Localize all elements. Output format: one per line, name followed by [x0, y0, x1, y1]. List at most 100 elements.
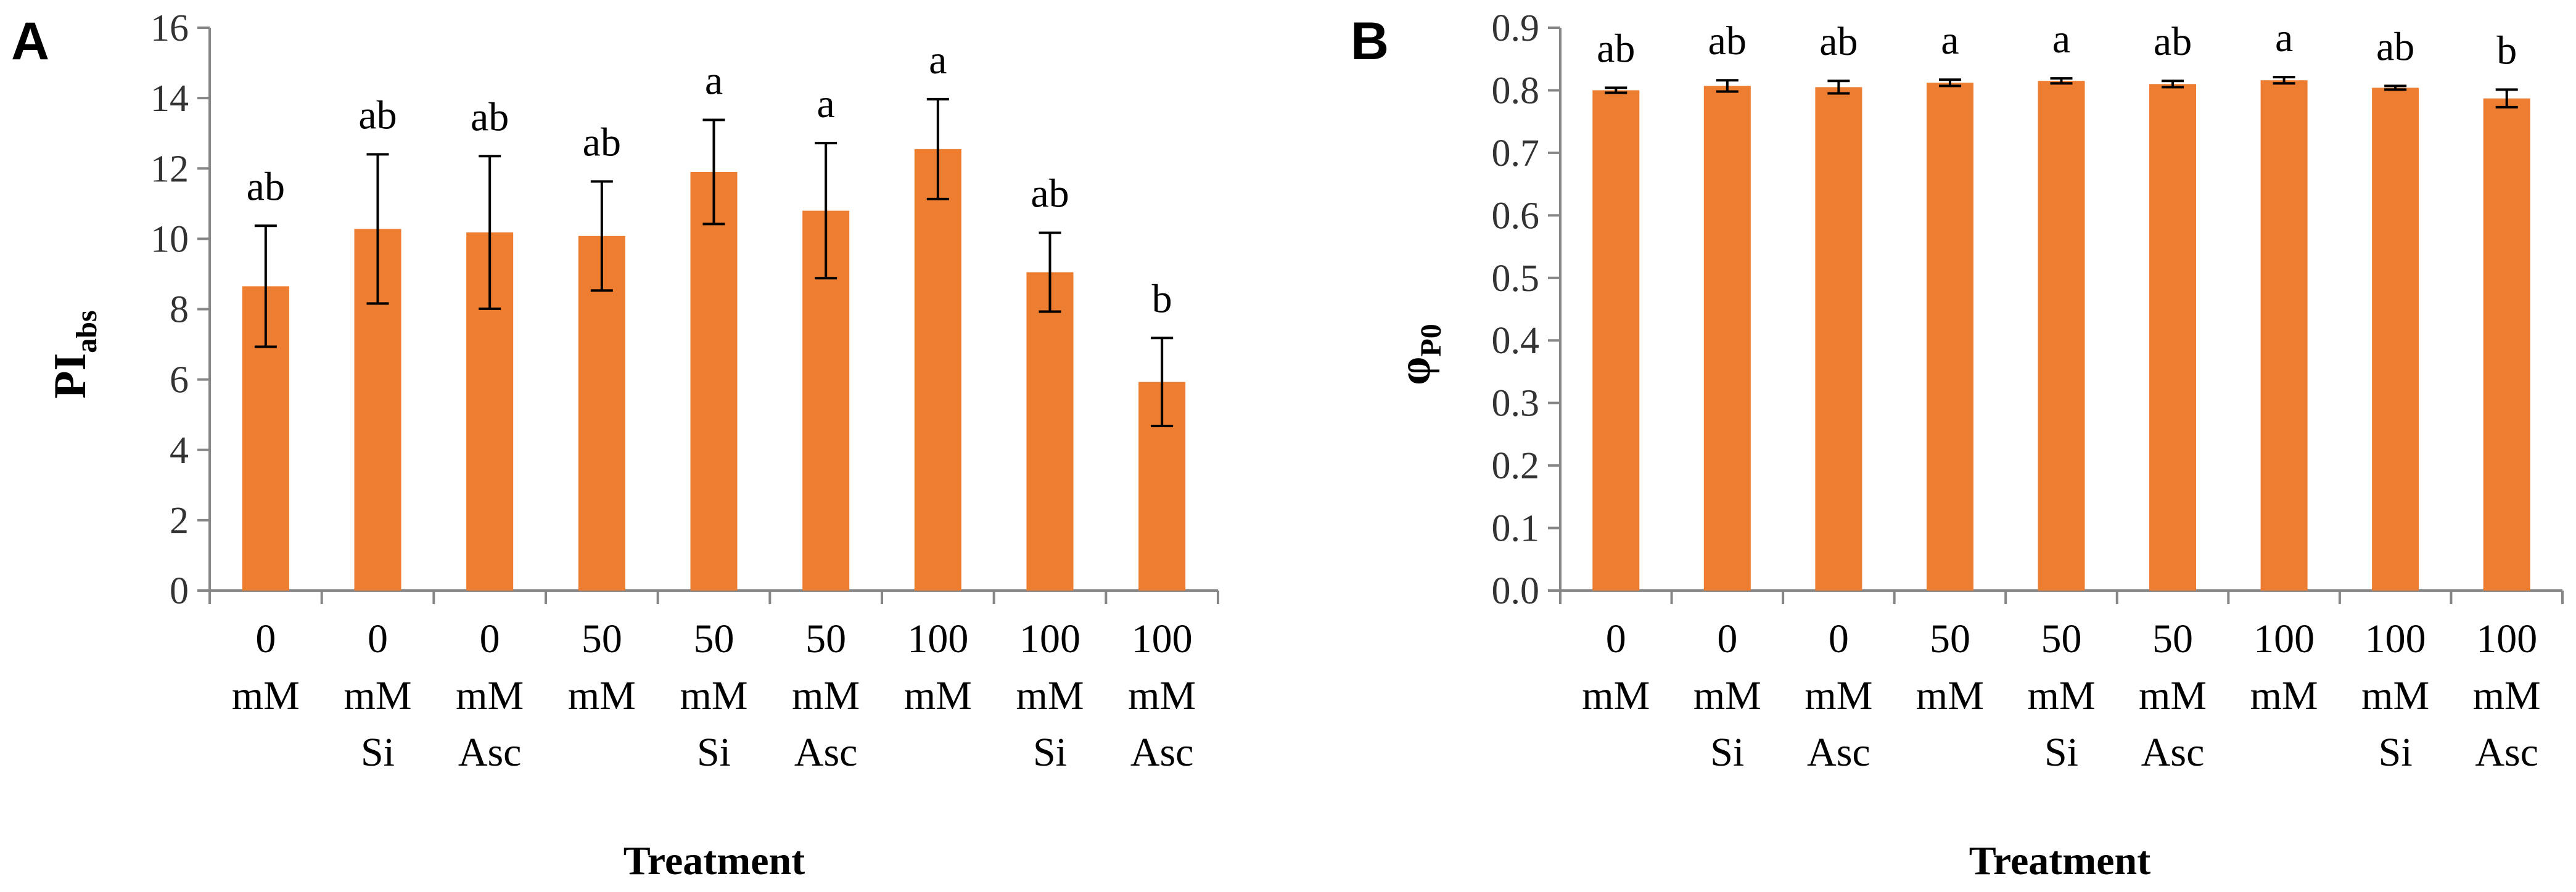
panel-b-y-tick-label: 0.3 [1492, 383, 1540, 425]
panel-a-category-label: 100 mM [904, 616, 972, 718]
panel-a-error-bar [254, 224, 277, 348]
panel-b-significance-label: ab [2154, 19, 2192, 64]
panel-b-error-bar [1716, 79, 1739, 93]
panel-b-error-bars [1605, 76, 2518, 108]
panel-a-error-bars [254, 97, 1174, 427]
panel-a-y-tick-label: 4 [170, 430, 189, 472]
panel-b-error-bar [2384, 84, 2407, 91]
panel-a-bar [914, 149, 961, 591]
panel-b-bar [1815, 87, 1862, 591]
panel-b-category-label: 100 mM [2250, 616, 2318, 718]
panel-a-category-label: 50 mM [568, 616, 636, 718]
panel-a-significance-labels: ab ab ab ab a a a ab b [247, 38, 1172, 321]
panel-a-error-bar [1039, 231, 1061, 313]
panel-b-category-label: 0 mM Asc [1804, 616, 1872, 775]
panel-b-bar [2483, 98, 2530, 591]
panel-b-ylabel-main: φ [1389, 357, 1440, 385]
panel-a-category-label: 0 mM Si [344, 616, 411, 775]
panel-a-y-tick-label: 12 [150, 148, 189, 190]
panel-a-category-labels: 0 mM 0 mM Si 0 mM Asc 50 mM 50 mM Si 50 mM Asc 100 mM 100 m… [232, 616, 1196, 775]
panel-b-significance-labels: ab ab ab a a ab a ab b [1597, 15, 2517, 73]
panel-a-significance-label: a [929, 38, 947, 83]
panel-b-category-label: 50 mM [1916, 616, 1984, 718]
panel-b-category-labels: 0 mM 0 mM Si 0 mM Asc 50 mM 50 mM Si 50 mM Asc 100 mM 100 m… [1582, 616, 2540, 775]
panel-a-category-label: 0 mM Asc [456, 616, 524, 775]
panel-a-ylabel-main: PI [45, 353, 96, 399]
panel-a-category-label: 100 mM Asc [1128, 616, 1196, 775]
panel-a-error-bar [1151, 337, 1174, 427]
panel-a-significance-label: ab [358, 92, 397, 137]
panel-a-error-bar [702, 118, 725, 226]
panel-a-significance-label: ab [247, 164, 285, 209]
panel-b-significance-label: b [2496, 28, 2517, 73]
panel-b-letter: B [1351, 12, 1389, 71]
panel-a-y-tick-label: 14 [150, 78, 189, 120]
panel-b-error-bar [2495, 88, 2518, 108]
panel-b-error-bar [1605, 86, 1627, 94]
panel-b-category-label: 100 mM Asc [2473, 616, 2541, 775]
panel-b-error-bar [1938, 78, 1961, 88]
panel-a-y-tick-label: 10 [150, 218, 189, 260]
panel-b-y-tick-label: 0.7 [1492, 133, 1540, 174]
panel-b-significance-label: ab [2376, 24, 2414, 69]
panel-a-significance-label: ab [471, 94, 509, 139]
panel-a-significance-label: b [1152, 276, 1172, 321]
panel-a-y-tick-label: 6 [170, 359, 189, 401]
panel-b-y-tick-label: 0.0 [1492, 570, 1540, 612]
panel-a-category-label: 50 mM Si [680, 616, 747, 775]
panel-a-category-label: 50 mM Asc [792, 616, 860, 775]
panel-b-significance-label: a [2275, 15, 2293, 60]
panel-a-y-ticks: 0 2 4 6 8 10 12 14 16 [150, 7, 210, 612]
panel-b-bar [2149, 84, 2197, 591]
panel-b-x-axis-title: Treatment [1969, 838, 2150, 883]
panel-a-chart: A PIabs 0 2 4 6 8 10 12 14 16 ab ab ab ab a a a ab b 0 mM… [11, 7, 1219, 883]
panel-b-category-label: 100 mM Si [2361, 616, 2429, 775]
panel-a-x-axis-title: Treatment [623, 838, 805, 883]
panel-b-y-tick-label: 0.5 [1492, 258, 1540, 300]
panel-a-bar [690, 171, 738, 591]
panel-a-bars [242, 149, 1186, 591]
panel-b-significance-label: a [2052, 17, 2070, 62]
panel-a-significance-label: a [817, 81, 835, 126]
panel-a-significance-label: a [705, 59, 723, 104]
panel-b-y-tick-label: 0.8 [1492, 70, 1540, 112]
panel-b-y-tick-label: 0.4 [1492, 320, 1540, 362]
panel-b-significance-label: ab [1708, 18, 1747, 63]
panel-a-error-bar [479, 155, 501, 310]
panel-b-category-label: 50 mM Asc [2139, 616, 2207, 775]
panel-a-error-bar [815, 142, 837, 280]
panel-b-category-label: 50 mM Si [2027, 616, 2095, 775]
panel-b-error-bar [2050, 77, 2073, 85]
panel-b-category-label: 0 mM Si [1693, 616, 1761, 775]
panel-b-bar [1926, 83, 1973, 591]
panel-b-y-tick-label: 0.9 [1492, 7, 1540, 49]
svg-text:PIabs: PIabs [45, 310, 103, 398]
panel-a-y-axis-title: PIabs [45, 310, 103, 398]
panel-b-error-bar [1827, 80, 1850, 95]
panel-b-bars [1592, 80, 2530, 591]
panel-a-error-bar [590, 180, 613, 292]
panel-a-bar [578, 235, 625, 591]
panel-a-ylabel-sub: abs [70, 310, 103, 353]
panel-a-category-label: 0 mM [232, 616, 300, 718]
panel-b-bar [2372, 88, 2419, 591]
panel-b-significance-label: ab [1597, 26, 1635, 71]
panel-a-bar [1026, 272, 1074, 591]
panel-b-error-bar [2162, 80, 2184, 89]
panel-b-y-tick-label: 0.2 [1492, 445, 1540, 487]
panel-b-bar [1592, 90, 1640, 591]
panel-b-category-label: 0 mM [1582, 616, 1650, 718]
panel-a-category-label: 100 mM Si [1016, 616, 1084, 775]
panel-b-y-tick-label: 0.1 [1492, 508, 1540, 550]
panel-b-y-ticks: 0.0 0.1 0.2 0.3 0.4 0.5 0.6 0.7 0.8 0.9 [1492, 7, 1560, 612]
panel-a-y-tick-label: 2 [170, 500, 189, 542]
panel-a-y-tick-label: 8 [170, 289, 189, 331]
panel-a-error-bar [926, 97, 949, 200]
panel-a-letter: A [11, 12, 49, 71]
panel-a-error-bar [366, 153, 389, 305]
panel-a-significance-label: ab [1031, 171, 1069, 216]
panel-b-bar [1703, 86, 1751, 591]
panel-b-bar [2260, 80, 2308, 591]
panel-a-y-tick-label: 16 [150, 7, 189, 49]
